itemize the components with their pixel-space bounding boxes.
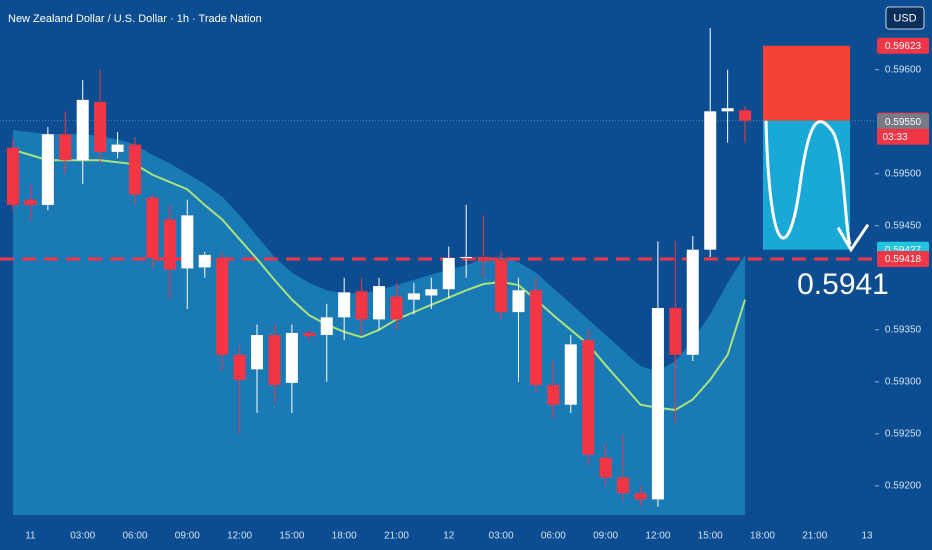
x-tick-label: 12 — [443, 531, 455, 542]
forecast-arrow — [836, 223, 870, 253]
candle-body — [146, 197, 159, 259]
x-tick-label: 11 — [25, 531, 36, 542]
stop-zone — [763, 45, 850, 121]
candle-body — [460, 256, 473, 259]
candle-body — [425, 289, 438, 296]
candle-body — [373, 286, 386, 320]
price-label-box — [877, 37, 929, 54]
y-tick-label: 0.59350 — [885, 324, 922, 335]
x-tick-label: 12:00 — [227, 531, 252, 542]
time-axis — [0, 520, 932, 550]
y-tick-label: 0.59600 — [885, 64, 922, 75]
candle-body — [111, 144, 124, 152]
x-tick-label: 18:00 — [332, 531, 357, 542]
x-tick-label: 21:00 — [384, 531, 409, 542]
price-label-box — [877, 251, 929, 268]
candle-body — [512, 290, 525, 313]
candle-body — [320, 317, 333, 336]
candle-body — [564, 344, 577, 405]
currency-label: USD — [893, 12, 916, 24]
price-label: 0.59623 — [885, 41, 922, 52]
candle-body — [721, 108, 734, 112]
price-label: 0.59418 — [885, 254, 922, 265]
candle-body — [216, 258, 229, 355]
x-tick-label: 06:00 — [541, 531, 566, 542]
candle-body — [669, 307, 682, 355]
candle-body — [529, 290, 542, 385]
x-tick-label: 21:00 — [802, 531, 827, 542]
x-tick-label: 12:00 — [645, 531, 670, 542]
x-tick-label: 03:00 — [489, 531, 514, 542]
candle-body — [547, 384, 560, 405]
candle-body — [233, 354, 246, 380]
x-tick-label: 15:00 — [698, 531, 723, 542]
candle-body — [495, 259, 508, 313]
price-label: 0.59550 — [885, 117, 922, 128]
candle-body — [634, 493, 647, 500]
candle-body — [76, 99, 89, 161]
candle-body — [181, 215, 194, 269]
candle-body — [251, 335, 264, 370]
candle-body — [59, 134, 72, 161]
candle-body — [390, 296, 403, 320]
currency-button[interactable] — [885, 6, 925, 30]
candle-body — [338, 292, 351, 318]
countdown-box — [877, 128, 929, 145]
candle-body — [582, 340, 595, 455]
candle-body — [477, 256, 490, 262]
candle-body — [617, 477, 630, 494]
candle-body — [686, 249, 699, 355]
candle-body — [129, 144, 142, 195]
candle-body — [94, 101, 107, 152]
y-tick-label: 0.59450 — [885, 220, 922, 231]
candle-body — [303, 332, 316, 337]
y-tick-label: 0.59500 — [885, 168, 922, 179]
x-tick-label: 18:00 — [750, 531, 775, 542]
x-tick-label: 13 — [862, 531, 874, 542]
y-tick-label: 0.59200 — [885, 481, 922, 492]
chart-title: New Zealand Dollar / U.S. Dollar · 1h · … — [8, 13, 262, 25]
x-tick-label: 09:00 — [593, 531, 618, 542]
countdown: 03:33 — [882, 132, 907, 143]
y-tick-label: 0.59300 — [885, 376, 922, 387]
annotation: 0.5941 — [797, 268, 889, 301]
candle-body — [355, 291, 368, 320]
candle-body — [739, 110, 752, 121]
candle-body — [704, 111, 717, 250]
plot-area — [0, 28, 875, 515]
y-tick-label: 0.59250 — [885, 428, 922, 439]
candle-body — [599, 457, 612, 478]
x-tick-label: 09:00 — [175, 531, 200, 542]
candle-body — [442, 258, 455, 290]
candle-body — [651, 307, 664, 500]
candle-body — [285, 332, 298, 383]
candle-body — [407, 293, 420, 300]
x-tick-label: 15:00 — [279, 531, 304, 542]
forecast-drawing — [764, 120, 852, 246]
candle-body — [163, 219, 176, 270]
price-label-box — [877, 113, 929, 130]
candle-body — [268, 335, 281, 385]
x-tick-label: 03:00 — [70, 531, 95, 542]
candle-body — [41, 134, 54, 205]
x-tick-label: 06:00 — [122, 531, 147, 542]
candle-body — [7, 147, 19, 205]
candle-body — [198, 254, 211, 268]
price-label: 0.59427 — [885, 245, 922, 256]
candle-body — [24, 199, 37, 205]
